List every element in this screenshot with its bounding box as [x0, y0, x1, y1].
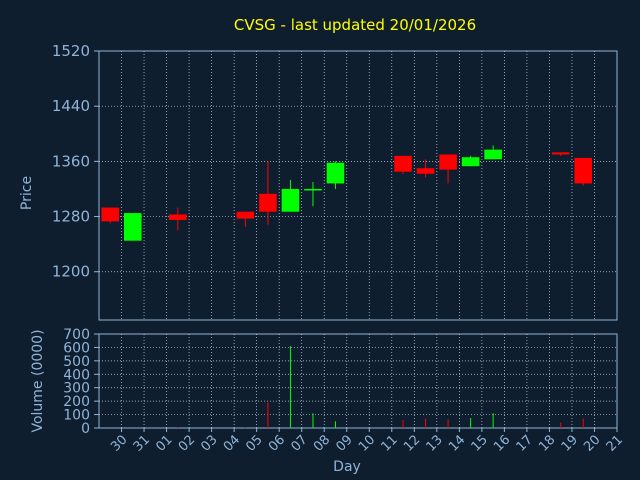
x-tick-label: 30 [108, 432, 130, 454]
x-tick-label: 21 [604, 432, 626, 454]
x-axis-label: Day [333, 459, 361, 475]
x-tick-label: 15 [469, 432, 491, 454]
volume-panel-frame [98, 333, 618, 429]
candle-body [123, 213, 142, 241]
x-tick-label: 18 [536, 432, 558, 454]
candle-body [169, 214, 187, 220]
price-tick-label: 1200 [52, 263, 90, 281]
x-tick-label: 17 [514, 432, 536, 454]
candle-body [551, 152, 570, 155]
x-tick-label: 31 [131, 432, 153, 454]
x-tick-label: 05 [243, 432, 265, 454]
candle-body [281, 188, 300, 212]
x-tick-label: 09 [333, 432, 355, 454]
x-tick-label: 20 [581, 432, 603, 454]
x-tick-label: 11 [379, 432, 401, 454]
volume-tick-label: 200 [63, 394, 90, 410]
x-tick-label: 16 [491, 432, 513, 454]
price-panel: 1520 1440 1360 1280 1200 [52, 42, 618, 321]
candle-body [259, 193, 277, 212]
candle-body [101, 207, 120, 222]
x-tick-label: 10 [356, 432, 378, 454]
candle-body [236, 211, 255, 219]
price-tick-label: 1520 [52, 42, 90, 60]
candle-body [574, 157, 593, 184]
x-tick-label: 07 [288, 432, 310, 454]
volume-tick-label: 600 [63, 340, 90, 356]
x-tick-label: 19 [559, 432, 581, 454]
price-panel-frame [98, 50, 618, 321]
price-tick-label: 1440 [52, 97, 90, 115]
volume-tick-label: 100 [63, 408, 90, 424]
candle-body [416, 168, 435, 174]
candle-body [461, 157, 480, 167]
x-tick-label: 13 [424, 432, 446, 454]
candle-body [326, 162, 345, 184]
volume-tick-label: 0 [81, 421, 90, 437]
x-tick-label: 01 [153, 432, 175, 454]
price-axis-label: Price [19, 176, 35, 210]
x-tick-label: 08 [311, 432, 333, 454]
volume-tick-label: 500 [63, 354, 90, 370]
x-tick-label: 03 [198, 432, 220, 454]
x-axis: 30 31 01 02 03 04 05 06 07 08 09 10 11 12 13 14 15 16 17 18… [108, 428, 626, 455]
candle-body [439, 154, 457, 170]
price-tick-label: 1280 [52, 208, 90, 226]
volume-axis-label: Volume (0000) [30, 329, 46, 432]
chart-title: CVSG - last updated 20/01/2026 [234, 16, 476, 34]
x-tick-label: 02 [176, 432, 198, 454]
volume-tick-label: 400 [63, 367, 90, 383]
candle-body [484, 149, 502, 160]
volume-tick-label: 700 [63, 327, 90, 343]
price-tick-label: 1360 [52, 152, 90, 170]
candle-body [304, 188, 322, 191]
x-tick-label: 06 [266, 432, 288, 454]
x-tick-label: 12 [401, 432, 423, 454]
x-tick-label: 04 [221, 432, 243, 454]
volume-tick-label: 300 [63, 381, 90, 397]
candle-body [394, 155, 412, 172]
x-tick-label: 14 [446, 432, 468, 454]
